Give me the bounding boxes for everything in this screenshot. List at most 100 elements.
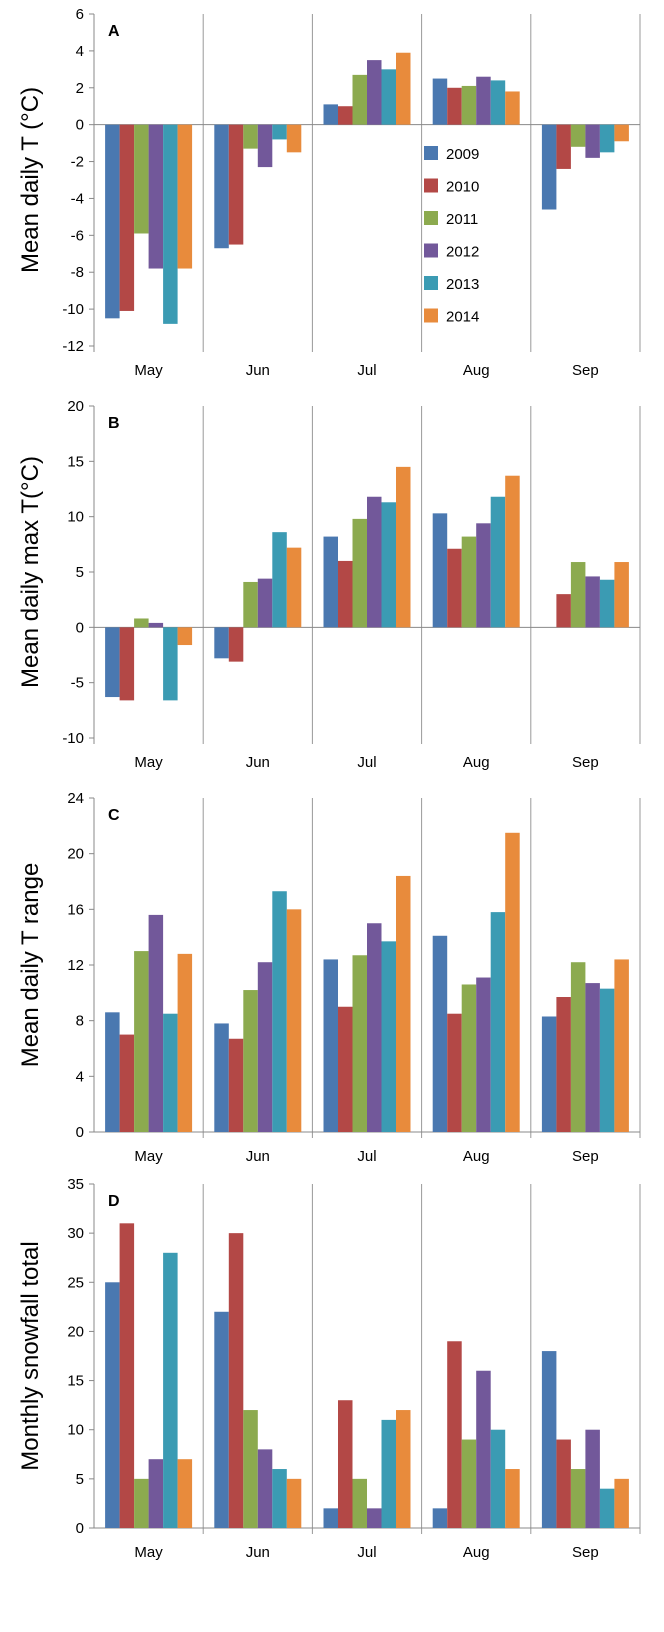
panel-a-y-tick-label: 4: [76, 43, 84, 60]
legend-swatch-2010: [424, 178, 438, 193]
panel-d-category-label: Aug: [463, 1544, 490, 1561]
panel-c-bar-jul-2011: [352, 955, 367, 1132]
panel-d-bar-jul-2014: [396, 1410, 411, 1528]
panel-c-bar-may-2009: [105, 1012, 120, 1132]
legend-swatch-2012: [424, 243, 438, 258]
panel-a-bar-aug-2012: [476, 76, 491, 125]
legend-label-2014: 2014: [446, 309, 479, 326]
panel-b-bar-jul-2011: [352, 518, 367, 628]
panel-b-bar-may-2009: [105, 627, 120, 698]
panel-a-y-tick-label: 0: [76, 117, 84, 134]
panel-c-bar-may-2012: [148, 914, 164, 1132]
panel-a-bar-sep-2013: [599, 124, 615, 153]
panel-c-y-tick-label: 12: [67, 957, 84, 974]
panel-d-y-tick-label: 20: [67, 1323, 84, 1340]
panel-d-bar-aug-2013: [490, 1429, 506, 1528]
panel-b-bar-aug-2013: [490, 496, 506, 628]
panel-b-bar-aug-2012: [476, 523, 491, 628]
legend-label-2012: 2012: [446, 244, 479, 261]
panel-c-bar-sep-2014: [614, 959, 629, 1132]
panel-a-bar-may-2014: [177, 124, 193, 269]
panel-b-category-label: Aug: [463, 754, 490, 771]
panel-b-bar-may-2014: [177, 627, 193, 646]
panel-c-category-label: Sep: [572, 1148, 599, 1165]
panel-d-y-tick-label: 25: [67, 1274, 84, 1291]
panel-c-bar-jul-2012: [367, 923, 382, 1132]
panel-d-bar-aug-2012: [476, 1370, 491, 1528]
panel-b-y-tick-label: 15: [67, 453, 84, 470]
panel-a-bar-sep-2011: [570, 124, 586, 147]
panel-d-bar-jun-2009: [214, 1311, 229, 1528]
panel-d-bar-may-2014: [177, 1459, 193, 1528]
panel-c-bar-sep-2011: [570, 962, 586, 1132]
legend-swatch-2011: [424, 211, 438, 225]
panel-b-bar-aug-2010: [447, 548, 462, 628]
panel-c-category-label: Jul: [357, 1148, 376, 1165]
panel-c-bar-jun-2010: [228, 1038, 244, 1132]
panel-a-category-label: Aug: [463, 362, 490, 379]
panel-c-bar-may-2014: [177, 953, 193, 1132]
panel-a-bar-sep-2012: [585, 124, 600, 158]
panel-a-bar-sep-2009: [541, 124, 557, 210]
panel-a-bar-jun-2014: [286, 124, 302, 153]
panel-c-bar-aug-2014: [505, 832, 520, 1132]
panel-a-bar-aug-2011: [461, 85, 477, 125]
panel-a-bar-jun-2010: [228, 124, 244, 245]
panel-a-bar-may-2011: [134, 124, 149, 234]
panel-d-letter: D: [108, 1193, 120, 1210]
panel-b-y-axis-title: Mean daily max T(°C): [17, 456, 44, 688]
panel-a-bar-may-2009: [105, 124, 120, 319]
panel-d-bar-jun-2012: [257, 1449, 273, 1528]
panel-c-bar-aug-2010: [447, 1013, 462, 1132]
panel-a-bar-aug-2013: [490, 80, 506, 125]
panel-a-bar-aug-2009: [432, 78, 448, 125]
panel-c-letter: C: [108, 807, 120, 824]
panel-a-bar-jul-2014: [396, 52, 411, 125]
panel-c-bar-jun-2012: [257, 962, 273, 1132]
panel-b-bar-jun-2009: [214, 627, 229, 659]
panel-a-y-tick-label: -8: [71, 264, 84, 281]
panel-b-bar-sep-2012: [585, 576, 600, 628]
legend-label-2013: 2013: [446, 276, 479, 293]
panel-b-category-label: Jul: [357, 754, 376, 771]
panel-b-bar-jun-2013: [272, 532, 287, 628]
panel-c-y-tick-label: 4: [76, 1068, 84, 1085]
panel-d-category-label: Sep: [572, 1544, 599, 1561]
panel-c-bar-may-2013: [163, 1013, 178, 1132]
panel-b-category-label: Sep: [572, 754, 599, 771]
panel-d-bar-jun-2014: [286, 1478, 302, 1528]
panel-a-y-axis-title: Mean daily T (°C): [17, 87, 44, 273]
panel-c-bar-jun-2013: [272, 891, 287, 1132]
panel-a-bar-jun-2011: [243, 124, 258, 149]
panel-d-bar-aug-2014: [505, 1469, 520, 1528]
panel-b-bar-sep-2011: [570, 562, 586, 628]
panel-b-bar-jul-2010: [338, 560, 353, 628]
panel-c-bar-sep-2009: [541, 1016, 557, 1132]
panel-b-y-tick-label: 20: [67, 398, 84, 415]
panel-b-y-tick-label: 10: [67, 509, 84, 526]
legend-swatch-2014: [424, 308, 438, 323]
panel-b-category-label: Jun: [246, 754, 270, 771]
panel-a-bar-may-2013: [163, 124, 178, 324]
panel-d-category-label: Jun: [246, 1544, 270, 1561]
panel-c-category-label: Aug: [463, 1148, 490, 1165]
panel-c-y-tick-label: 20: [67, 846, 84, 863]
panel-a-y-tick-label: -6: [71, 227, 84, 244]
panel-c-bar-jul-2014: [396, 875, 411, 1132]
panel-d-bar-jul-2011: [352, 1478, 367, 1528]
panel-a-bar-jun-2009: [214, 124, 229, 249]
panel-d-bar-sep-2010: [556, 1439, 571, 1528]
panel-d-category-label: May: [134, 1544, 163, 1561]
panel-b-category-label: May: [134, 754, 163, 771]
panel-d-bar-jul-2010: [338, 1400, 353, 1528]
panel-a-bar-may-2010: [119, 124, 135, 311]
panel-a-y-tick-label: -2: [71, 154, 84, 171]
panel-c-category-label: May: [134, 1148, 163, 1165]
panel-a-bar-jun-2012: [257, 124, 273, 168]
panel-b-y-tick-label: -5: [71, 675, 84, 692]
panel-b-bar-sep-2014: [614, 562, 629, 628]
panel-d-y-tick-label: 30: [67, 1225, 84, 1242]
panel-c-bar-jun-2009: [214, 1023, 229, 1132]
panel-b-bar-sep-2010: [556, 594, 571, 628]
panel-d-bar-jun-2013: [272, 1469, 287, 1528]
